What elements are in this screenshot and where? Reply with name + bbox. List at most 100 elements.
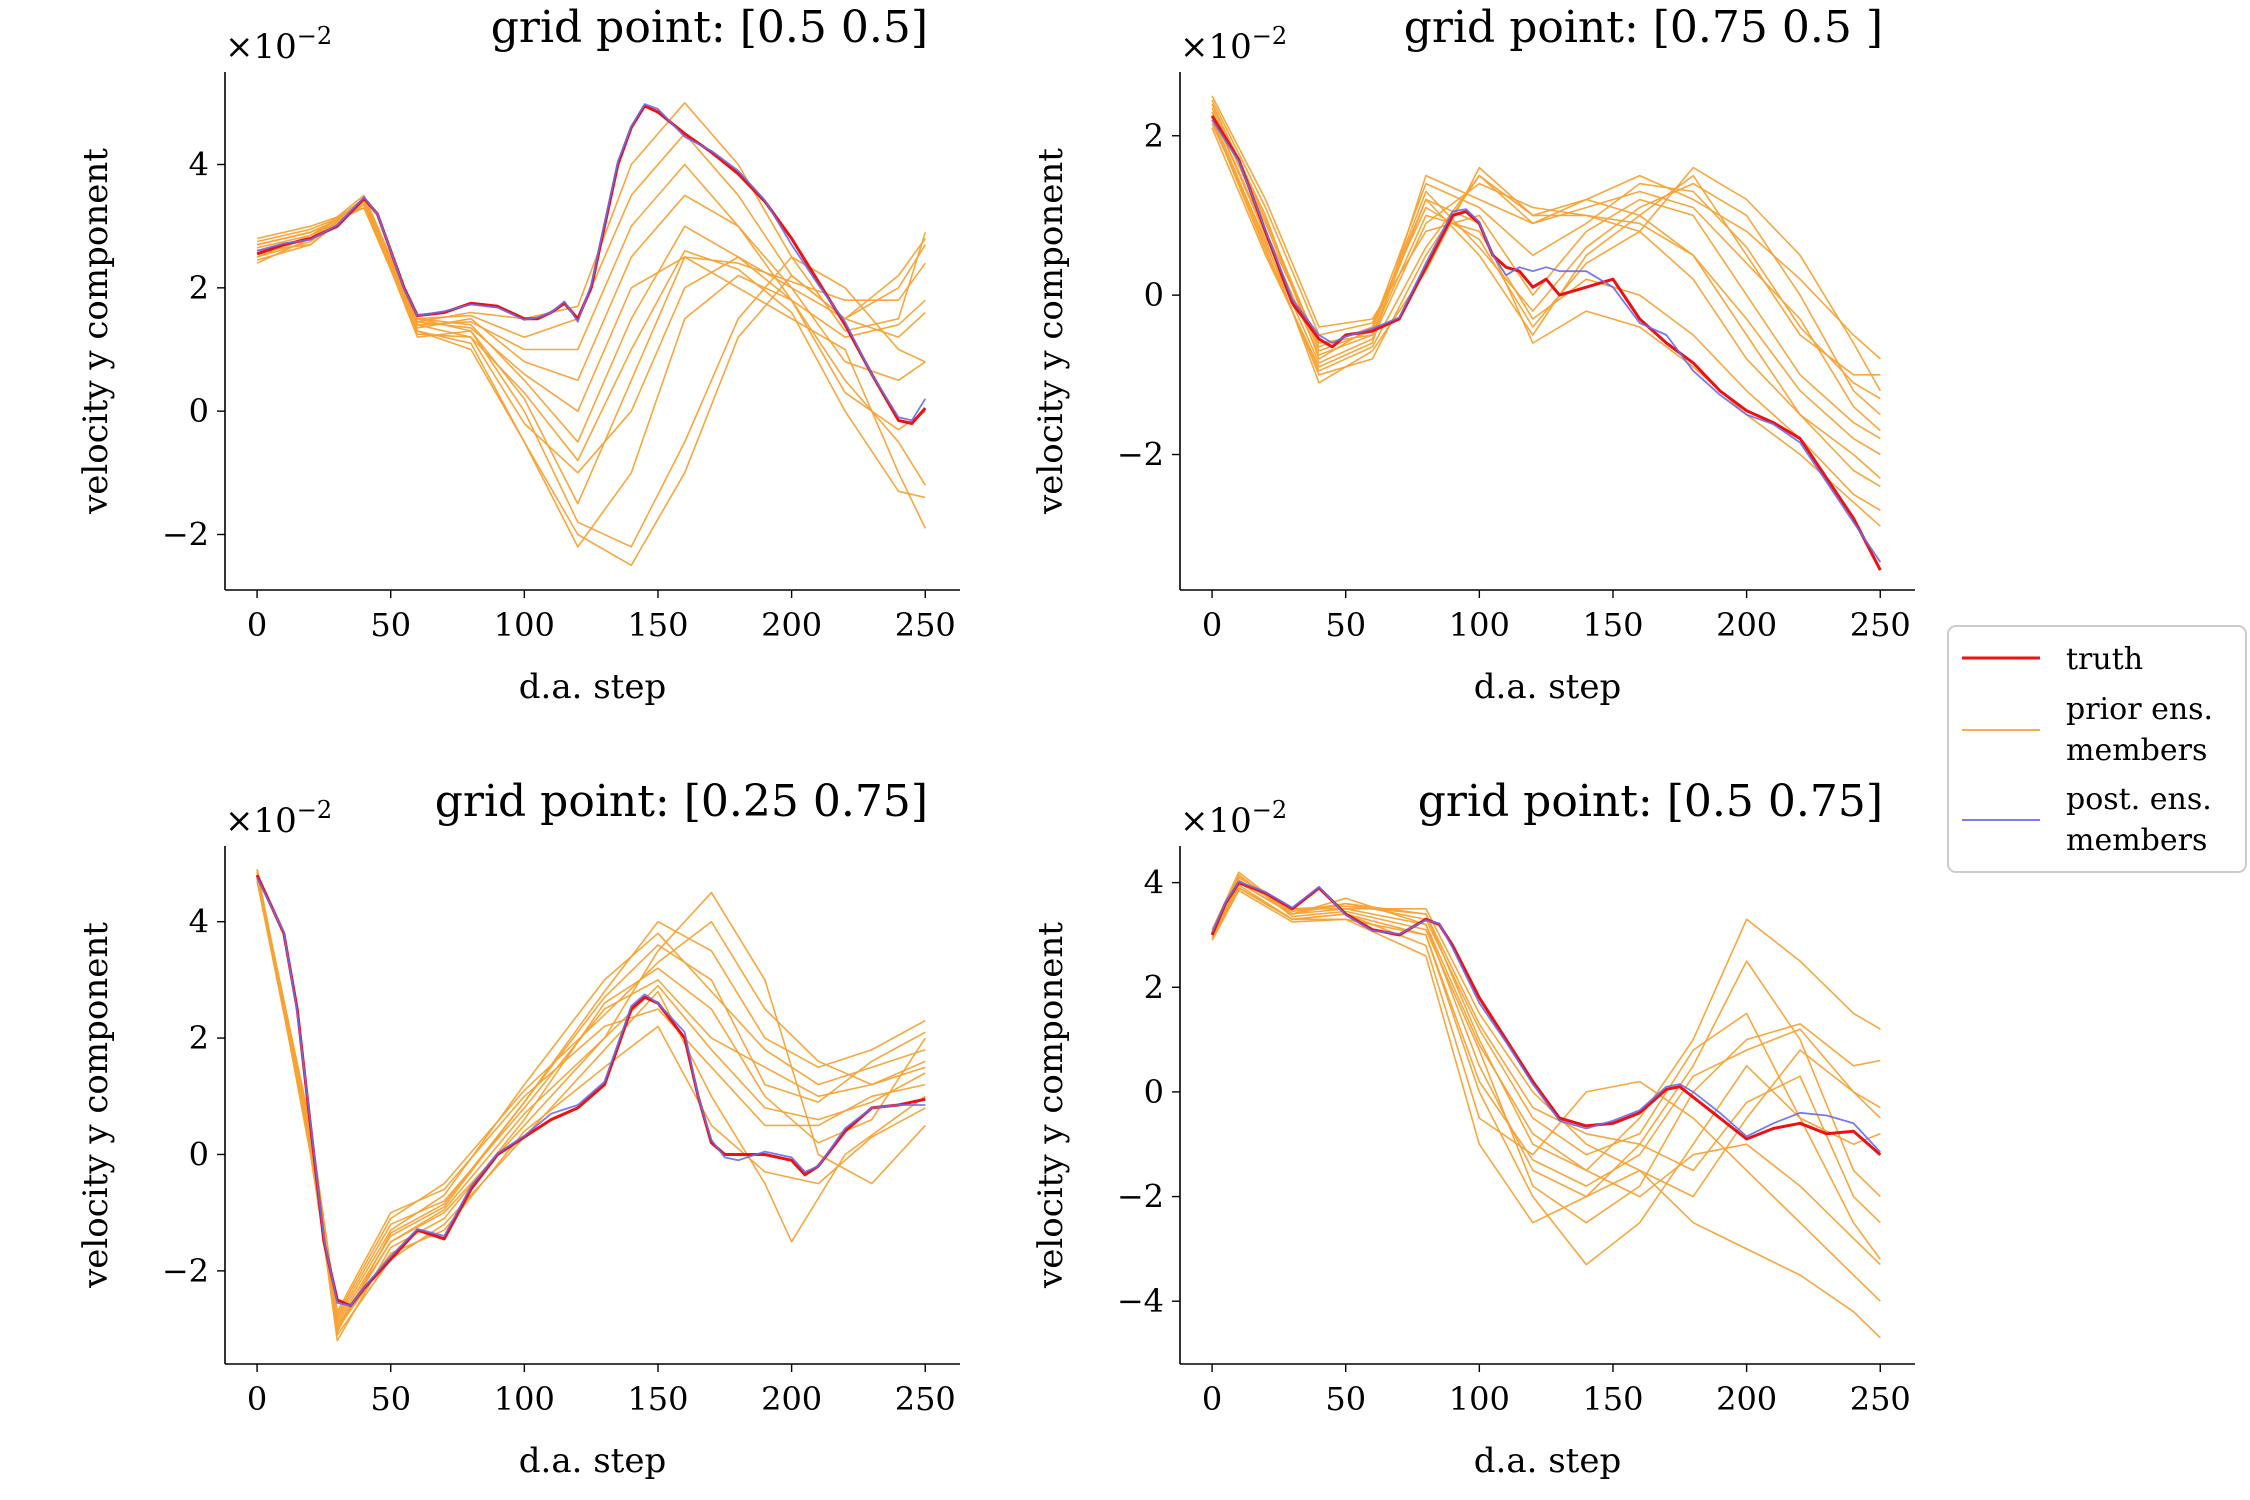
chart-title: grid point: [0.5 0.5] (491, 2, 928, 53)
y-tick-label: −2 (1117, 1178, 1164, 1216)
x-axis-label: d.a. step (519, 667, 666, 707)
y-tick-label: −2 (162, 1252, 209, 1290)
prior-member-line-2 (256, 206, 926, 567)
y-tick-label: −4 (1117, 1282, 1164, 1320)
x-tick-label: 0 (1202, 1380, 1222, 1418)
x-axis-label: d.a. step (519, 1441, 666, 1481)
truth-line (255, 874, 926, 1308)
x-tick-label: 100 (1449, 606, 1510, 644)
prior-member-line-7 (256, 203, 926, 548)
x-tick-label: 100 (1449, 1380, 1510, 1418)
chart-panel-3: 0 50 100 150 200 250 −2 0 2 4 d.a. step velocity y … (76, 776, 960, 1481)
x-tick-label: 0 (247, 606, 267, 644)
prior-member-line-6 (1211, 879, 1881, 1156)
prior-member-line-1 (1211, 871, 1881, 1172)
x-tick-label: 50 (370, 1380, 411, 1418)
y-tick-label: 4 (1144, 864, 1164, 902)
prior-member-line-11 (1211, 111, 1881, 527)
prior-member-line-11 (256, 874, 926, 1333)
prior-member-line-12 (256, 206, 926, 412)
y-axis-label: velocity y component (76, 922, 116, 1289)
prior-member-line-2 (1211, 119, 1881, 479)
posterior-member-line (1211, 119, 1882, 563)
prior-member-line-7 (1211, 107, 1881, 416)
legend-label-post: post. ens. (2066, 782, 2212, 817)
y-axis-label: velocity y component (1031, 148, 1071, 515)
prior-member-line-2 (1211, 887, 1881, 1266)
x-tick-label: 200 (761, 1380, 822, 1418)
legend-label-prior: members (2066, 733, 2207, 768)
x-tick-label: 150 (627, 1380, 688, 1418)
axis-exponent-label: ×10−2 (1180, 22, 1287, 67)
x-tick-label: 200 (1716, 1380, 1777, 1418)
y-tick-label: −2 (1117, 436, 1164, 474)
prior-member-line-10 (1211, 887, 1881, 1187)
y-tick-label: 0 (189, 392, 209, 430)
chart-panel-2: 0 50 100 150 200 250 −2 0 2 d.a. step velocity y c… (1031, 2, 1915, 707)
legend-box (1947, 625, 2247, 873)
chart-panel-4: 0 50 100 150 200 250 −4 −2 0 2 4 d.a. step velocity … (1031, 776, 1915, 1481)
x-tick-label: 250 (1850, 1380, 1911, 1418)
y-tick-label: 0 (1144, 1073, 1164, 1111)
y-axis-label: velocity y component (1031, 922, 1071, 1289)
posterior-member-line (256, 877, 926, 1307)
prior-member-line-8 (256, 880, 926, 1330)
prior-member-line-8 (1211, 889, 1881, 1339)
prior-member-line-7 (256, 874, 926, 1322)
chart-title: grid point: [0.75 0.5 ] (1404, 2, 1883, 53)
prior-member-line-8 (1211, 115, 1881, 456)
prior-member-line-3 (257, 200, 927, 529)
legend: truth prior ens. members post. ens. members (1947, 625, 2247, 873)
axis-exponent-label: ×10−2 (225, 796, 332, 841)
y-tick-label: 2 (189, 269, 209, 307)
y-tick-label: 4 (189, 146, 209, 184)
x-tick-label: 250 (895, 1380, 956, 1418)
x-axis-label: d.a. step (1474, 667, 1621, 707)
x-tick-label: 150 (1582, 606, 1643, 644)
x-tick-label: 250 (895, 606, 956, 644)
x-tick-label: 200 (761, 606, 822, 644)
chart-title: grid point: [0.5 0.75] (1418, 776, 1883, 827)
y-tick-label: 2 (1144, 968, 1164, 1006)
chart-title: grid point: [0.25 0.75] (435, 776, 928, 827)
x-tick-label: 0 (247, 1380, 267, 1418)
prior-member-line-7 (1211, 874, 1881, 1224)
x-axis-label: d.a. step (1474, 1441, 1621, 1481)
y-tick-label: −2 (162, 516, 209, 554)
x-tick-label: 50 (1325, 1380, 1366, 1418)
prior-member-line-4 (256, 194, 926, 486)
prior-member-line-3 (1211, 111, 1881, 511)
x-tick-label: 50 (370, 606, 411, 644)
prior-member-line-1 (256, 102, 927, 332)
prior-member-line-9 (256, 206, 926, 548)
x-tick-label: 0 (1202, 606, 1222, 644)
y-tick-label: 2 (1144, 117, 1164, 155)
chart-panel-1: 0 50 100 150 200 250 −2 0 2 4 d.a. step velocity y … (76, 2, 960, 707)
prior-member-line-5 (1211, 884, 1881, 1302)
prior-member-line-4 (1211, 881, 1881, 1198)
legend-label-post: members (2066, 823, 2207, 858)
x-tick-label: 100 (494, 606, 555, 644)
x-tick-label: 50 (1325, 606, 1366, 644)
x-tick-label: 100 (494, 1380, 555, 1418)
legend-label-truth: truth (2066, 642, 2143, 677)
y-tick-label: 4 (189, 903, 209, 941)
y-axis-label: velocity y component (76, 148, 116, 515)
x-tick-label: 250 (1850, 606, 1911, 644)
prior-member-line-10 (256, 877, 926, 1327)
prior-member-line-5 (1211, 95, 1881, 440)
axis-exponent-label: ×10−2 (1180, 796, 1287, 841)
posterior-member-line (1211, 880, 1881, 1153)
y-tick-label: 0 (189, 1135, 209, 1173)
prior-member-line-3 (256, 880, 926, 1336)
prior-member-line-1 (256, 869, 926, 1330)
y-tick-label: 2 (189, 1019, 209, 1057)
x-tick-label: 200 (1716, 606, 1777, 644)
truth-line (1210, 115, 1882, 571)
posterior-member-line (256, 103, 927, 422)
prior-member-line-6 (256, 869, 926, 1342)
axis-exponent-label: ×10−2 (225, 22, 332, 67)
prior-member-line-10 (1211, 119, 1881, 432)
prior-member-line-9 (256, 872, 926, 1316)
